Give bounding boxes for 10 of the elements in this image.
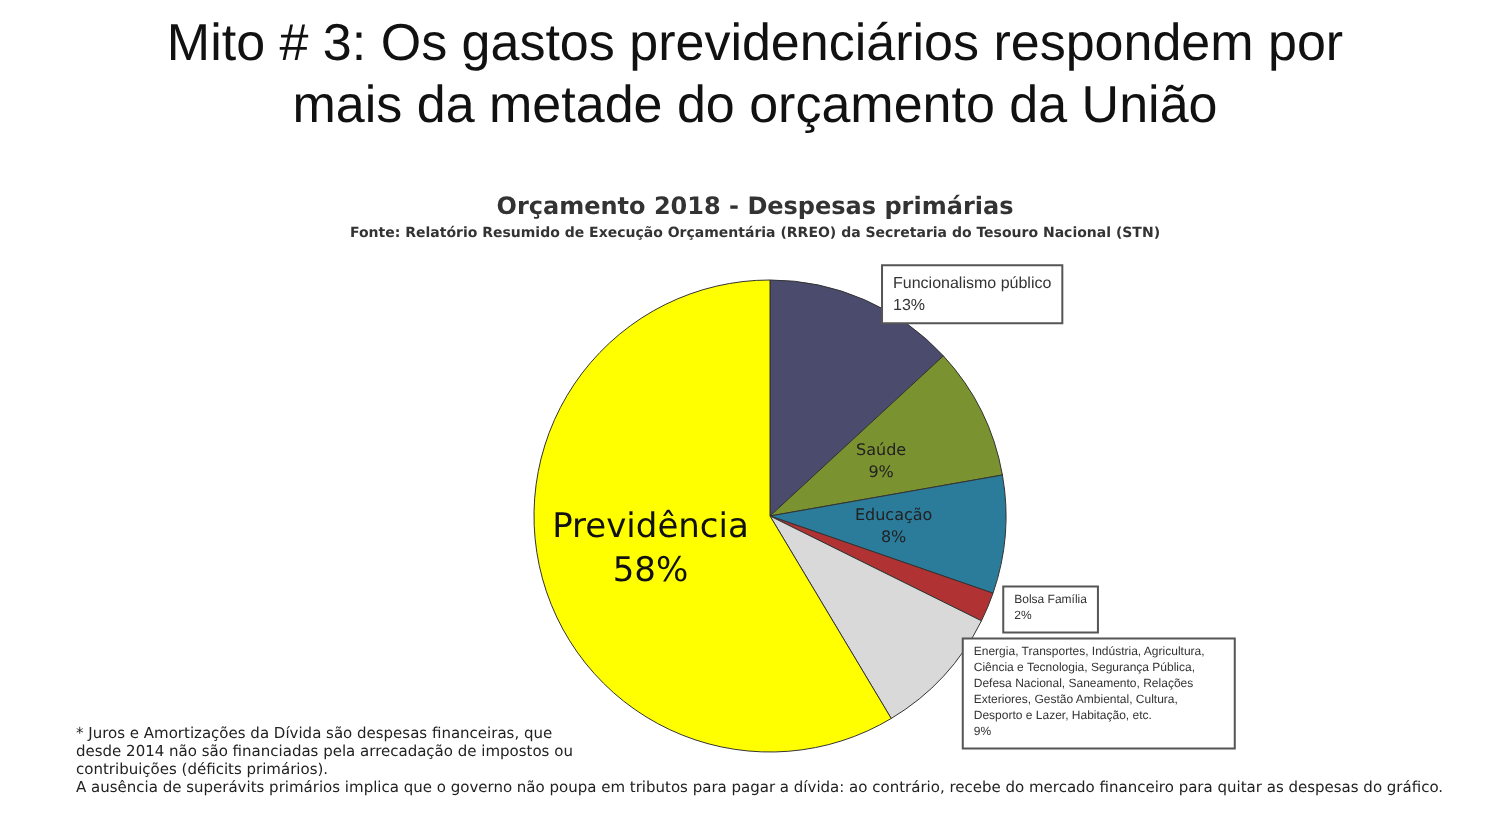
slice-label: Previdência	[552, 507, 749, 548]
data-label: 8%	[880, 527, 908, 546]
data-label: 58%	[612, 551, 689, 592]
slice-label: Saúde	[856, 440, 907, 459]
slice-label: Educação	[854, 505, 933, 524]
chart-subtitle: Orçamento 2018 - Despesas primárias	[496, 192, 1014, 220]
slice-label: Funcionalismo público	[893, 274, 1053, 293]
data-label: 13%	[893, 296, 926, 315]
data-label: 9%	[868, 462, 895, 481]
chart-title: Mito # 3: Os gastos previdenciários respondem por mais da metade do orçamento da União	[164, 12, 1346, 136]
